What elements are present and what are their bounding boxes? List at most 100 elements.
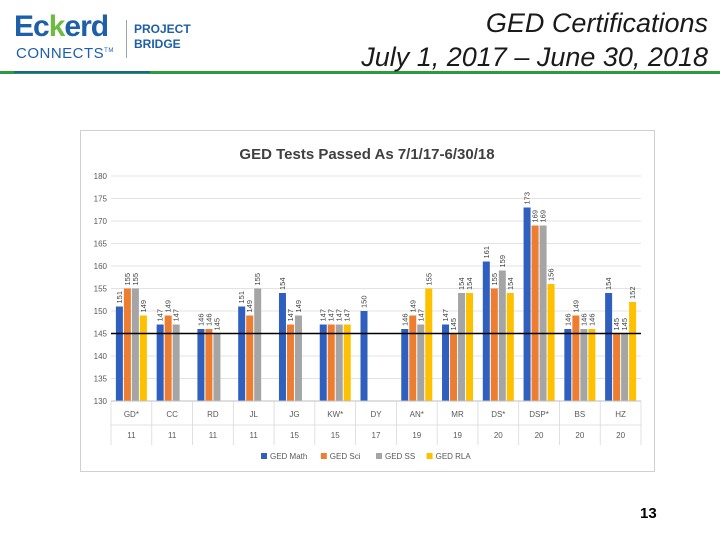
- x-tick-label: DS*: [491, 410, 505, 419]
- data-label: 147: [156, 309, 165, 322]
- data-label: 169: [531, 210, 540, 223]
- data-label: 155: [123, 273, 132, 286]
- data-label: 156: [547, 268, 556, 281]
- legend-swatch: [320, 453, 327, 459]
- y-tick-label: 170: [94, 217, 108, 226]
- data-label: 145: [212, 318, 221, 331]
- bar: [205, 329, 213, 401]
- x-tick-label: DSP*: [529, 410, 549, 419]
- header-rule: [0, 71, 720, 74]
- slide-title: GED Certifications July 1, 2017 – June 3…: [361, 6, 708, 74]
- x-sub-label: 20: [575, 431, 584, 440]
- bar: [498, 270, 506, 401]
- legend-label: GED SS: [385, 452, 415, 461]
- x-tick-label: AN*: [410, 410, 424, 419]
- x-tick-label: CC: [166, 410, 178, 419]
- bar: [482, 261, 490, 401]
- legend-swatch: [376, 453, 382, 459]
- data-label: 154: [457, 277, 466, 290]
- x-sub-label: 19: [412, 431, 421, 440]
- data-label: 146: [400, 313, 409, 326]
- bar: [547, 284, 555, 401]
- bar: [458, 293, 466, 401]
- x-sub-label: 20: [535, 431, 544, 440]
- bar: [466, 293, 474, 401]
- data-label: 154: [604, 277, 613, 290]
- x-tick-label: GD*: [124, 410, 139, 419]
- data-label: 154: [506, 277, 515, 290]
- data-label: 146: [196, 313, 205, 326]
- logo-wordmark: Eckerd: [14, 10, 109, 43]
- bar: [425, 288, 433, 401]
- data-label: 149: [571, 300, 580, 313]
- bar: [605, 293, 613, 401]
- x-sub-label: 19: [453, 431, 462, 440]
- x-sub-label: 11: [168, 431, 177, 440]
- y-tick-label: 135: [94, 375, 108, 384]
- data-label: 147: [172, 309, 181, 322]
- data-label: 152: [628, 286, 637, 299]
- page-number: 13: [640, 505, 657, 522]
- data-label: 146: [587, 313, 596, 326]
- data-label: 155: [490, 273, 499, 286]
- bar: [401, 329, 409, 401]
- bar: [629, 302, 637, 401]
- bar: [246, 315, 254, 401]
- data-label: 147: [416, 309, 425, 322]
- data-label: 147: [441, 309, 450, 322]
- data-label: 145: [449, 318, 458, 331]
- y-tick-label: 180: [94, 172, 108, 181]
- data-label: 145: [620, 318, 629, 331]
- data-label: 151: [237, 291, 246, 304]
- x-sub-label: 20: [616, 431, 625, 440]
- legend-swatch: [261, 453, 267, 459]
- y-tick-label: 130: [94, 397, 108, 406]
- chart-title: GED Tests Passed As 7/1/17-6/30/18: [239, 146, 494, 163]
- data-label: 147: [286, 309, 295, 322]
- data-label: 161: [482, 246, 491, 259]
- bar: [572, 315, 580, 401]
- bar-chart: GED Tests Passed As 7/1/17-6/30/18 130 135…: [94, 146, 642, 461]
- data-label: 147: [343, 309, 352, 322]
- x-sub-label: 15: [331, 431, 340, 440]
- bar: [319, 324, 327, 401]
- bar: [286, 324, 294, 401]
- bar: [531, 225, 539, 401]
- y-tick-label: 165: [94, 240, 108, 249]
- data-label: 146: [204, 313, 213, 326]
- logo-connects: CONNECTSTM: [16, 45, 114, 62]
- logo-underline: [14, 71, 150, 73]
- bar: [238, 306, 246, 401]
- bar: [580, 329, 588, 401]
- slide-title-line2: July 1, 2017 – June 30, 2018: [361, 42, 708, 72]
- bar: [564, 329, 572, 401]
- bar: [164, 315, 172, 401]
- data-label: 149: [164, 300, 173, 313]
- bar: [442, 324, 450, 401]
- x-sub-label: 20: [494, 431, 503, 440]
- data-label: 146: [579, 313, 588, 326]
- data-label: 149: [139, 300, 148, 313]
- bar: [360, 311, 368, 401]
- logo-project-bridge: PROJECT BRIDGE: [134, 22, 191, 51]
- x-tick-label: DY: [370, 410, 382, 419]
- bar: [450, 333, 458, 401]
- bar: [123, 288, 131, 401]
- data-label: 154: [278, 277, 287, 290]
- bar: [294, 315, 302, 401]
- bar: [139, 315, 147, 401]
- bar: [131, 288, 139, 401]
- bar: [409, 315, 417, 401]
- data-label: 146: [563, 313, 572, 326]
- bar: [506, 293, 514, 401]
- legend-label: GED Math: [270, 452, 307, 461]
- data-label: 151: [115, 291, 124, 304]
- logo-divider: [126, 20, 127, 58]
- x-sub-label: 11: [209, 431, 218, 440]
- data-label: 155: [253, 273, 262, 286]
- x-tick-label: JG: [289, 410, 299, 419]
- data-label: 169: [539, 210, 548, 223]
- bar: [278, 293, 286, 401]
- bar: [172, 324, 180, 401]
- bar: [417, 324, 425, 401]
